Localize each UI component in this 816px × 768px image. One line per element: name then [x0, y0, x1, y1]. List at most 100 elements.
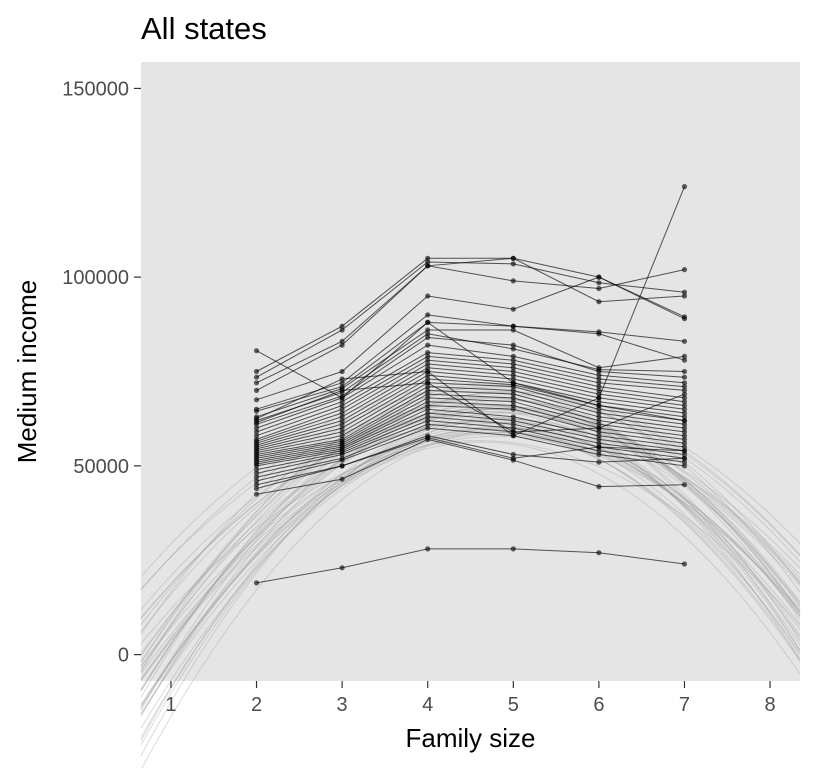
data-point	[510, 365, 516, 371]
series-line	[256, 367, 685, 444]
data-point	[681, 402, 688, 409]
data-point	[425, 421, 431, 427]
data-point	[339, 457, 345, 463]
data-point	[596, 406, 602, 412]
data-point	[339, 418, 345, 424]
data-point	[510, 372, 516, 378]
data-point	[253, 470, 260, 476]
data-point	[596, 451, 602, 458]
data-point	[253, 408, 260, 414]
data-point	[425, 546, 431, 552]
series-line	[256, 344, 685, 429]
data-point	[510, 384, 516, 390]
data-point	[510, 418, 516, 424]
fit-curve	[140, 396, 801, 663]
data-point	[425, 425, 431, 431]
data-point	[596, 459, 602, 465]
data-point	[425, 399, 431, 405]
data-point	[425, 334, 431, 341]
data-point	[253, 348, 260, 354]
fit-curve	[140, 404, 801, 589]
data-point	[681, 451, 688, 458]
data-point	[510, 261, 516, 267]
data-point	[425, 312, 431, 318]
data-point	[596, 387, 602, 393]
fit-curve	[140, 408, 801, 610]
fit-curve	[140, 411, 801, 619]
data-point	[510, 402, 516, 409]
series-line	[256, 435, 685, 486]
data-point	[596, 433, 602, 439]
fit-curve	[140, 431, 801, 667]
data-point	[596, 448, 602, 454]
data-point	[339, 395, 345, 401]
data-point	[596, 280, 602, 286]
x-axis-title: Family size	[405, 723, 535, 753]
data-point	[510, 451, 516, 458]
data-point	[681, 406, 688, 412]
fit-curve	[140, 435, 801, 681]
data-point	[253, 580, 260, 586]
data-point	[339, 429, 345, 435]
data-point	[339, 406, 345, 412]
data-point	[510, 391, 516, 397]
data-point	[339, 323, 345, 329]
y-axis-title: Medium income	[12, 280, 42, 464]
data-point	[253, 380, 260, 386]
data-point	[510, 425, 516, 431]
data-point	[596, 425, 602, 431]
data-point	[596, 444, 602, 450]
data-point	[510, 353, 516, 359]
data-point	[681, 463, 688, 469]
data-point	[339, 476, 345, 482]
data-point	[510, 457, 516, 463]
data-point	[425, 263, 431, 269]
data-point	[339, 368, 345, 375]
data-point	[425, 406, 431, 412]
x-tick-label: 8	[764, 694, 775, 716]
data-point	[253, 416, 260, 422]
data-point	[253, 433, 260, 439]
data-point	[596, 418, 602, 424]
fit-curve	[140, 411, 801, 691]
data-point	[253, 485, 260, 492]
data-point	[596, 484, 602, 490]
data-point	[339, 327, 345, 333]
x-tick-label: 3	[337, 694, 348, 716]
data-point	[510, 376, 516, 382]
data-point	[681, 357, 688, 363]
fit-curve	[140, 422, 801, 668]
data-point	[681, 459, 688, 465]
data-point	[681, 429, 688, 435]
series-line	[256, 352, 685, 433]
data-point	[425, 255, 431, 261]
series-lines-layer	[256, 186, 685, 584]
data-point	[681, 368, 688, 375]
data-point	[425, 350, 431, 356]
data-point	[596, 380, 602, 386]
fit-curve	[140, 421, 801, 674]
series-line	[256, 257, 685, 384]
data-point	[339, 414, 345, 420]
data-point	[681, 418, 688, 424]
x-tick-label: 7	[679, 694, 690, 716]
data-point	[596, 550, 602, 556]
series-line	[256, 363, 685, 442]
series-line	[256, 321, 685, 412]
fit-curve	[140, 418, 801, 746]
series-line	[256, 382, 685, 433]
fit-curve	[140, 391, 801, 656]
data-point	[681, 374, 688, 380]
series-points-layer	[253, 184, 688, 586]
data-point	[596, 440, 602, 446]
data-point	[510, 368, 516, 375]
data-point	[425, 293, 431, 299]
series-line	[256, 378, 685, 450]
data-point	[253, 467, 260, 473]
fit-curve	[140, 384, 801, 591]
data-point	[681, 436, 688, 442]
data-point	[596, 414, 602, 420]
x-tick-label: 1	[165, 694, 176, 716]
fit-curve	[140, 412, 801, 715]
